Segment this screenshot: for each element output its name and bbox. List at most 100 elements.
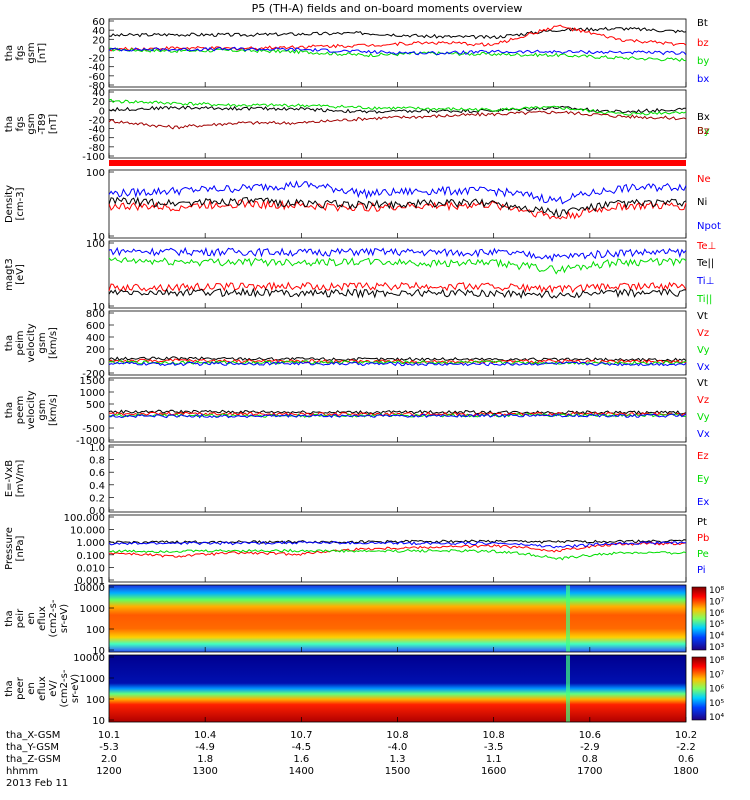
footer-value: 1600 (481, 766, 506, 777)
series-ti-line (108, 246, 687, 263)
y-axis-label-line: peim (15, 330, 26, 355)
y-axis-label-line: peir (15, 608, 26, 628)
y-tick-label: 600 (86, 321, 105, 332)
y-tick-label: 100 (86, 239, 105, 250)
y-axis-label-line: Pressure (4, 527, 15, 570)
y-tick-label: -100 (82, 152, 105, 163)
footer-value: 1400 (289, 766, 314, 777)
series-bt-line (108, 26, 687, 40)
footer-value: 1.1 (486, 754, 502, 765)
footer-value: 10.4 (194, 730, 216, 741)
colorbar-tick-label: 10⁴ (709, 632, 724, 642)
y-tick-label: 800 (86, 309, 105, 320)
y-tick-label: 1000 (80, 604, 105, 615)
y-axis-label-line: (cm2-s- (59, 669, 70, 707)
y-axis-label-line: [nT] (37, 43, 48, 63)
y-axis-label-line: Density (4, 185, 15, 223)
y-tick-label: 0.100 (76, 551, 105, 562)
y-tick-label: -80 (89, 81, 105, 92)
colorbar-tick-label: 10⁷ (709, 670, 724, 680)
y-axis-label-line: [km/s] (48, 327, 59, 359)
legend-by: By (697, 126, 710, 137)
y-tick-label: 10 (92, 646, 105, 657)
series-vx-line (109, 413, 687, 419)
y-axis-label-line: [mV/m] (15, 460, 26, 498)
series-vy-line (108, 360, 687, 365)
footer-value: -4.9 (195, 742, 215, 753)
y-axis-label-line: peer (15, 676, 26, 700)
y-tick-label: 400 (86, 333, 105, 344)
footer-row-label: hhmm (6, 766, 38, 777)
footer-value: 0.8 (582, 754, 598, 765)
series-pi-line (108, 540, 686, 549)
series-te-line (108, 287, 687, 300)
y-tick-label: 100 (86, 625, 105, 636)
y-tick-label: 10 (92, 232, 105, 243)
footer-value: -3.5 (484, 742, 504, 753)
series-vz-line (108, 358, 687, 364)
legend-pt: Pt (697, 517, 707, 528)
y-tick-label: -1000 (76, 436, 105, 447)
footer-value: -4.5 (292, 742, 312, 753)
series-bx-line (108, 46, 687, 56)
y-tick-label: -40 (89, 63, 105, 74)
colorbar-peer_spec (691, 656, 707, 721)
legend-bx: Bx (697, 112, 710, 123)
legend-vt: Vt (697, 378, 708, 389)
series-bz-line (108, 110, 687, 130)
footer-value: 1700 (577, 766, 602, 777)
footer-value: 1500 (385, 766, 410, 777)
y-tick-label: 0.4 (89, 481, 105, 492)
y-axis-label-line: [cm-3] (15, 187, 26, 220)
series-ni-line (108, 196, 687, 218)
panel-density: 100 10 Density [cm-3] Ne Ni Npot (4, 168, 721, 243)
legend-pe: Pe (697, 549, 709, 560)
flag-bar (109, 160, 686, 166)
colorbar-tick-label: 10³ (709, 643, 724, 653)
y-axis-label-line: sr-eV) (59, 604, 70, 633)
legend-bx: bx (697, 74, 709, 85)
spectrogram-peer_spec (109, 655, 686, 722)
y-axis-label-line: velocity (26, 390, 37, 429)
footer-value: 10.6 (579, 730, 601, 741)
panel-frame (108, 89, 687, 159)
y-axis-label-line: peem (15, 396, 26, 424)
legend-npot: Npot (697, 221, 721, 232)
footer-value: -5.3 (99, 742, 119, 753)
spectrogram-streak (566, 655, 570, 722)
footer-row-label: tha_X-GSM (6, 730, 60, 741)
series-pe-line (108, 548, 687, 561)
legend-bz: Bz (697, 126, 709, 137)
y-axis-label-line: E=-VxB (4, 460, 15, 497)
footer-value: 1300 (192, 766, 217, 777)
y-tick-label: -20 (89, 54, 105, 65)
panel-frame (108, 514, 687, 583)
panel-frame (108, 444, 687, 513)
colorbar-tick-label: 10⁶ (709, 609, 724, 619)
colorbar-tick-label: 10⁸ (709, 656, 724, 666)
y-axis-label-line: [eV] (15, 264, 26, 285)
footer-value: 1.3 (390, 754, 406, 765)
footer-value: 10.7 (290, 730, 312, 741)
y-axis-label-line: gsm (37, 399, 48, 420)
y-tick-label: 40 (92, 88, 105, 99)
series-vz-line (108, 411, 687, 417)
y-axis-label-line: gsm (37, 332, 48, 353)
legend-te: Te⊥ (696, 241, 716, 252)
spectrogram-streak (566, 585, 570, 652)
y-tick-label: 1000 (80, 674, 105, 685)
y-axis-label-line: fgs (15, 116, 26, 131)
y-axis-label-line: tha (4, 45, 15, 61)
panel-frame (108, 377, 687, 443)
series-by-line (108, 47, 687, 62)
series-pb-line (108, 541, 687, 558)
y-axis-label-line: eflux (37, 676, 48, 701)
legend-vy: Vy (697, 345, 710, 356)
y-axis-label-line: tha (4, 402, 15, 418)
